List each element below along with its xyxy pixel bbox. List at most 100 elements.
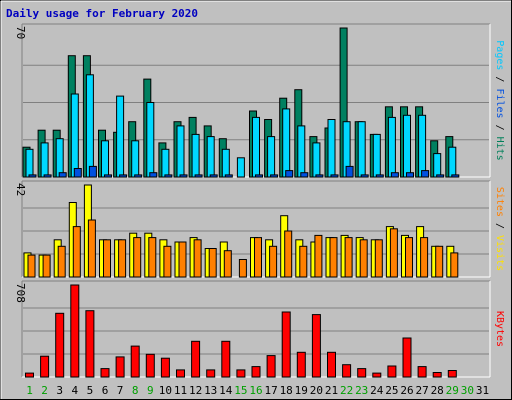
chart-panels: 70 Pages / Files / Hits 42 Sites / Visits 70…: [14, 23, 505, 378]
series-pages: [28, 165, 460, 178]
bar-sites-day-3: [57, 245, 66, 278]
bar-sites-day-2: [42, 254, 51, 278]
bar-pages-day-17: [270, 174, 279, 178]
bar-pages-day-10: [164, 174, 173, 178]
x-tick-label: 29: [446, 384, 459, 397]
bar-sites-day-11: [178, 241, 187, 278]
x-tick-label: 7: [117, 384, 124, 397]
bar-pages-day-16: [255, 174, 263, 178]
bar-kbytes-day-6: [100, 368, 110, 378]
bar-kbytes-day-16: [251, 366, 261, 378]
bar-kbytes-day-8: [130, 345, 140, 378]
bar-kbytes-day-18: [281, 311, 291, 378]
bar-kbytes-day-21: [327, 351, 336, 378]
bar-sites-day-10: [163, 245, 172, 278]
bar-files-day-7: [116, 95, 125, 178]
bar-sites-day-12: [193, 239, 202, 278]
bar-files-day-10: [161, 148, 170, 178]
bar-kbytes-day-22: [342, 364, 352, 378]
bar-sites-day-19: [299, 245, 308, 278]
bar-kbytes-day-19: [296, 351, 306, 378]
bar-sites-day-1: [27, 254, 36, 278]
bar-sites-day-29: [450, 252, 459, 278]
bar-files-day-20: [312, 142, 321, 178]
x-tick-label: 9: [147, 384, 154, 397]
panel-visits-sites: 42 Sites / Visits: [14, 180, 505, 278]
x-axis-labels: 1 2 3 4 5 6 7 8 9 10 11 12 13 14 15 16 17 18 19 20 21 22 23 24 2…: [26, 384, 489, 397]
bar-sites-day-21: [329, 237, 338, 278]
axis-label-part: Hits: [494, 137, 505, 161]
x-tick-label: 22: [340, 384, 353, 397]
bar-sites-day-15: [238, 259, 247, 278]
bar-files-day-27: [418, 114, 427, 178]
bar-kbytes-day-10: [160, 357, 170, 378]
bar-pages-day-26: [406, 172, 414, 178]
bar-files-day-29: [448, 146, 457, 178]
x-tick-label: 25: [385, 384, 398, 397]
bar-pages-day-20: [315, 174, 324, 178]
bar-kbytes-day-9: [145, 353, 155, 378]
bar-files-day-25: [387, 116, 396, 178]
bar-files-day-8: [131, 140, 140, 178]
series-kbytes: [25, 284, 457, 378]
bar-kbytes-day-7: [115, 356, 125, 378]
panel-axis-label: Sites / Visits: [494, 187, 505, 271]
bar-sites-day-27: [420, 237, 429, 278]
x-tick-label: 14: [219, 384, 233, 397]
axis-label-separator: /: [494, 70, 505, 88]
bar-sites-day-6: [103, 239, 111, 278]
x-tick-label: 31: [476, 384, 489, 397]
bar-pages-day-19: [300, 172, 309, 178]
bar-pages-day-1: [28, 174, 37, 178]
x-tick-label: 1: [26, 384, 33, 397]
x-tick-label: 5: [87, 384, 94, 397]
bar-files-day-4: [70, 93, 79, 178]
bar-kbytes-day-3: [55, 312, 65, 378]
bar-sites-day-7: [118, 239, 127, 278]
x-tick-label: 11: [174, 384, 187, 397]
bar-files-day-16: [252, 116, 260, 178]
bar-kbytes-day-26: [402, 337, 412, 378]
bar-kbytes-day-25: [387, 365, 397, 378]
x-tick-label: 8: [132, 384, 139, 397]
axis-label-separator: /: [494, 119, 505, 137]
x-tick-label: 15: [234, 384, 247, 397]
bar-files-day-24: [372, 133, 381, 178]
bar-pages-day-11: [179, 174, 188, 178]
x-tick-label: 12: [189, 384, 202, 397]
bar-sites-day-26: [405, 237, 413, 278]
x-tick-label: 30: [461, 384, 474, 397]
bar-pages-day-3: [58, 172, 67, 178]
axis-label-separator: /: [494, 217, 505, 235]
bar-kbytes-day-13: [206, 369, 216, 378]
x-tick-label: 21: [325, 384, 338, 397]
y-max-label: 708: [14, 283, 27, 303]
x-tick-label: 2: [41, 384, 48, 397]
bar-kbytes-day-29: [447, 370, 457, 378]
bar-kbytes-day-27: [417, 366, 427, 378]
bar-sites-day-16: [254, 237, 262, 278]
y-max-label: 42: [14, 183, 27, 196]
axis-label-part: Sites: [494, 187, 505, 217]
panel-axis-label: Pages / Files / Hits: [494, 40, 505, 160]
bar-files-day-18: [282, 108, 291, 178]
bar-files-day-3: [55, 138, 64, 178]
bar-files-day-28: [433, 153, 442, 178]
bar-sites-day-28: [435, 245, 444, 278]
bar-pages-day-8: [134, 174, 143, 178]
bar-sites-day-8: [133, 237, 142, 278]
bar-kbytes-day-11: [176, 369, 185, 378]
x-tick-label: 4: [71, 384, 78, 397]
bar-pages-day-25: [390, 172, 399, 178]
bar-sites-day-22: [344, 237, 353, 278]
bar-pages-day-28: [436, 174, 445, 178]
bar-pages-day-12: [194, 174, 203, 178]
bar-pages-day-22: [345, 165, 354, 178]
x-tick-label: 17: [264, 384, 277, 397]
bar-files-day-6: [101, 140, 109, 178]
bar-kbytes-day-4: [70, 284, 80, 378]
bar-kbytes-day-28: [432, 372, 442, 378]
bar-files-day-12: [191, 133, 200, 178]
panel-hits-files-pages: 70 Pages / Files / Hits: [14, 23, 505, 178]
